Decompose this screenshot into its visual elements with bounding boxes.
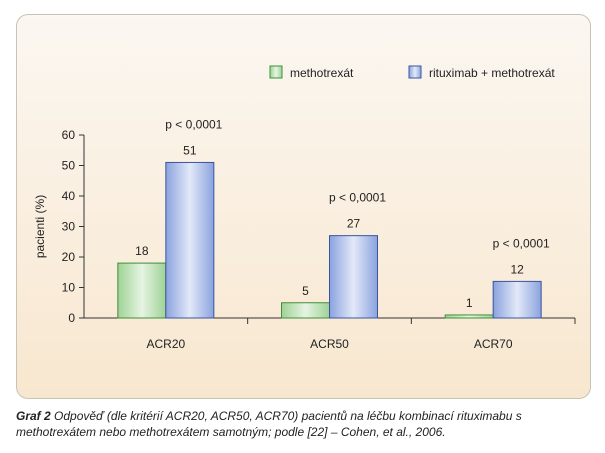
data-label: 5 [302, 284, 309, 298]
caption-label: Graf 2 [16, 409, 51, 423]
y-tick-label: 40 [62, 189, 76, 203]
figure-caption: Graf 2 Odpověď (dle kritérií ACR20, ACR5… [16, 408, 596, 440]
bar-acr50-series-2 [329, 235, 378, 319]
legend-label-1: methotrexát [290, 66, 354, 80]
y-tick-label: 10 [62, 281, 76, 295]
x-tick-label: ACR20 [146, 337, 185, 351]
data-label: 1 [466, 296, 473, 310]
data-label: 51 [183, 143, 197, 157]
legend-label-2: rituximab + methotrexát [429, 66, 555, 80]
caption-text: Odpověď (dle kritérií ACR20, ACR50, ACR7… [16, 409, 522, 439]
legend-swatch-1 [269, 65, 283, 79]
y-axis-title: pacienti (%) [33, 195, 47, 258]
bar-chart: methotrexát rituximab + methotrexát 0 10 20… [33, 65, 576, 351]
data-label: 27 [347, 217, 361, 231]
bars [117, 161, 542, 319]
chart-panel: methotrexát rituximab + methotrexát 0 10 20… [16, 14, 591, 399]
bar-acr70-series-2 [492, 280, 542, 319]
p-value-annotation: p < 0,0001 [165, 117, 222, 131]
y-tick-label: 20 [62, 250, 76, 264]
y-tick-label: 30 [62, 220, 76, 234]
bar-acr70-series-1 [444, 314, 494, 319]
bar-acr20-series-2 [165, 161, 215, 319]
p-value-annotation: p < 0,0001 [493, 236, 550, 250]
x-tick-label: ACR50 [310, 337, 349, 351]
y-tick-label: 50 [62, 159, 76, 173]
data-label: 12 [510, 262, 524, 276]
legend-swatch-2 [408, 65, 422, 79]
p-value-annotation: p < 0,0001 [329, 191, 386, 205]
x-tick-label: ACR70 [474, 337, 513, 351]
y-tick-label: 60 [62, 128, 76, 142]
y-tick-label: 0 [68, 311, 75, 325]
bar-acr50-series-1 [281, 302, 330, 319]
legend: methotrexát rituximab + methotrexát [269, 65, 555, 80]
bar-acr20-series-1 [117, 262, 167, 319]
data-label: 18 [135, 244, 149, 258]
